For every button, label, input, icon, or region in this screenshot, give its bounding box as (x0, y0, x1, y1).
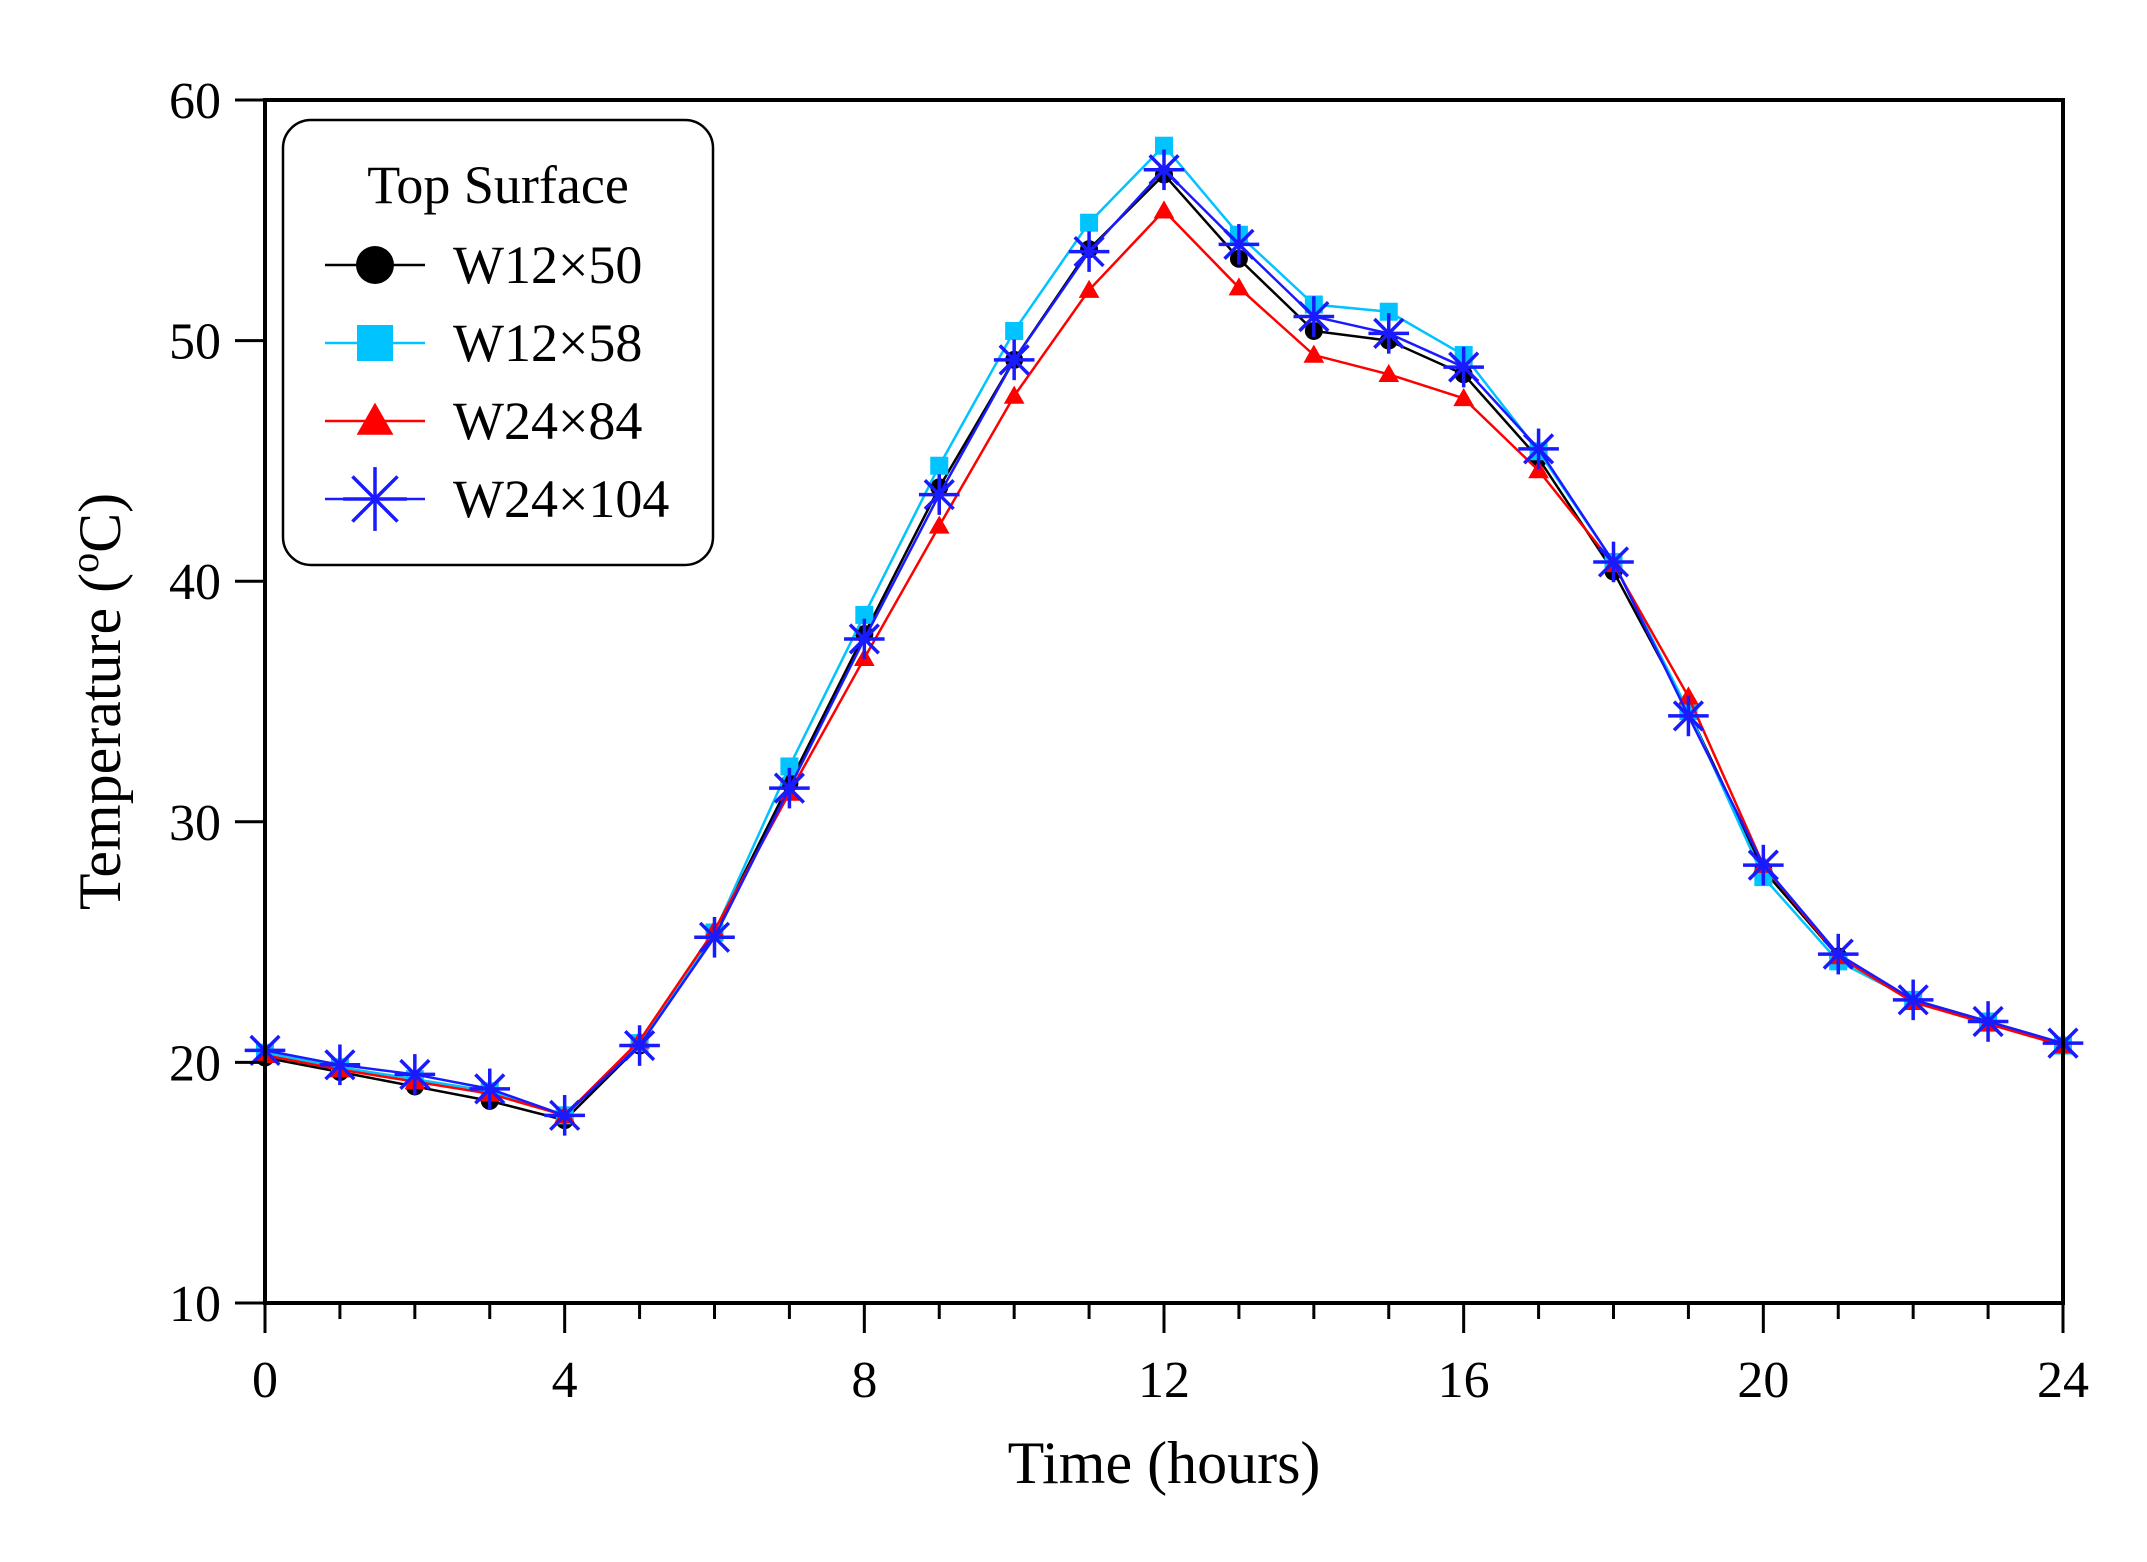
data-point (1518, 428, 1559, 470)
data-point (844, 618, 885, 660)
legend-title: Top Surface (367, 155, 629, 215)
legend-entries: W12×50 W12×58 W24×84 W24×104 (325, 235, 669, 531)
data-point (1967, 1001, 2009, 1042)
y-tick-label: 30 (169, 795, 221, 852)
x-tick-label: 4 (552, 1352, 578, 1409)
data-point (1817, 933, 1859, 975)
legend-marker (356, 246, 394, 284)
data-point (769, 767, 810, 809)
legend-entry: W24×84 (325, 391, 642, 451)
data-point (1453, 387, 1475, 407)
legend-label: W24×84 (453, 391, 642, 451)
data-point (1668, 695, 1709, 737)
data-point (469, 1068, 511, 1110)
data-point (1378, 363, 1400, 383)
data-point (1368, 313, 1410, 354)
axes: 0 4 8 12 16 20 24 10 20 30 40 50 60 (169, 73, 2089, 1409)
x-tick-label: 8 (851, 1352, 877, 1409)
data-point (1303, 344, 1325, 363)
data-point (1443, 346, 1484, 388)
data-point (780, 757, 799, 776)
data-point (918, 474, 960, 515)
y-tick-label: 60 (169, 73, 221, 130)
legend-label: W24×104 (453, 469, 669, 529)
y-axis-title-text: Temperature ( (67, 573, 133, 910)
y-tick-label: 20 (169, 1035, 221, 1092)
data-point (855, 605, 874, 624)
legend-marker (357, 325, 393, 361)
data-point (1080, 213, 1099, 232)
y-tick-label: 10 (169, 1276, 221, 1333)
y-axis-title: Temperature (oC) (62, 493, 133, 910)
y-axis-title-unit: C) (67, 493, 133, 553)
data-point (694, 916, 735, 958)
data-point (1155, 136, 1173, 155)
y-tick-label: 50 (169, 314, 221, 371)
data-point (1678, 686, 1699, 705)
data-point (544, 1095, 585, 1136)
data-point (1078, 279, 1100, 298)
legend-entry: W24×104 (325, 467, 669, 531)
data-point (1153, 200, 1175, 219)
data-point (1228, 277, 1250, 296)
data-point (1593, 541, 1634, 583)
x-tick-label: 20 (1737, 1352, 1789, 1409)
x-axis-title: Time (hours) (1008, 1430, 1321, 1496)
legend: Top Surface W12×50 W12×58 W24×84 W24×104 (281, 118, 715, 567)
x-tick-label: 16 (1438, 1352, 1490, 1409)
data-point (1068, 231, 1110, 272)
data-point (1528, 460, 1549, 479)
data-point (319, 1044, 361, 1086)
data-point (1003, 385, 1025, 404)
x-tick-label: 24 (2037, 1352, 2089, 1409)
data-point (1143, 149, 1185, 191)
legend-label: W12×50 (453, 235, 642, 295)
y-tick-label: 40 (169, 554, 221, 611)
data-point (928, 515, 950, 534)
series-layer (244, 136, 2084, 1136)
x-tick-label: 0 (252, 1352, 278, 1409)
x-tick-label: 12 (1138, 1352, 1190, 1409)
legend-label: W12×58 (453, 313, 642, 373)
data-point (1218, 224, 1260, 265)
legend-marker (343, 467, 407, 531)
data-point (394, 1054, 436, 1095)
legend-entry: W12×50 (325, 235, 642, 295)
data-point (1743, 844, 1784, 886)
legend-entry: W12×58 (325, 313, 642, 373)
data-point (1005, 321, 1024, 340)
data-point (619, 1025, 660, 1066)
legend-marker (356, 402, 394, 435)
legend-box (281, 118, 715, 567)
series-3 (244, 149, 2084, 1136)
data-point (1293, 296, 1335, 337)
y-axis-title-superscript: o (62, 553, 107, 573)
data-point (1892, 979, 1934, 1021)
data-point (993, 339, 1035, 381)
data-point (1379, 302, 1398, 321)
data-point (930, 456, 949, 475)
